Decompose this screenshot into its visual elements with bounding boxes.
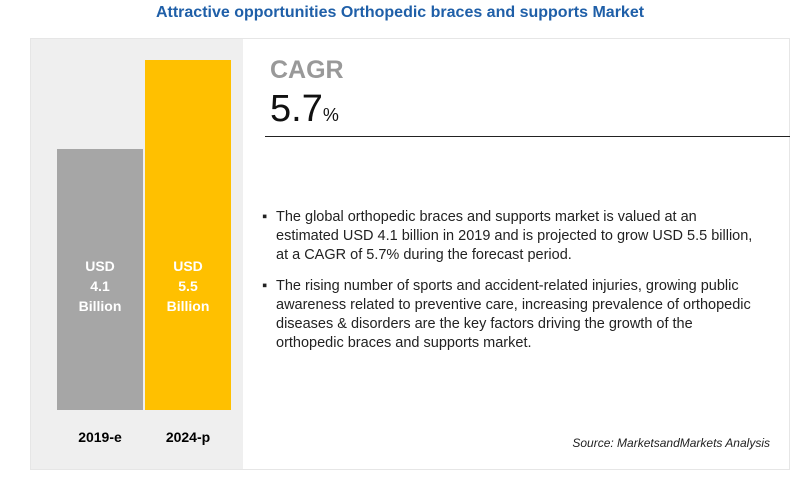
bar bbox=[145, 60, 231, 410]
source: Source: MarketsandMarkets Analysis bbox=[572, 436, 770, 450]
bullet: The global orthopedic braces and support… bbox=[262, 208, 762, 265]
cagr-label: CAGR bbox=[270, 56, 344, 84]
chart-title: Attractive opportunities Orthopedic brac… bbox=[155, 4, 645, 21]
bar bbox=[57, 149, 143, 410]
bullet-list: The global orthopedic braces and support… bbox=[262, 208, 762, 365]
cagr-unit: % bbox=[322, 105, 339, 125]
value-label: USD 5.5 Billion bbox=[166, 258, 210, 314]
divider bbox=[265, 136, 790, 137]
cagr-value: 5.7% bbox=[270, 88, 339, 131]
value-label: USD 4.1 Billion bbox=[78, 258, 122, 314]
bullet: The rising number of sports and accident… bbox=[262, 277, 762, 353]
cagr-number: 5.7 bbox=[270, 88, 323, 130]
x-tick-label: 2019-e bbox=[78, 429, 122, 445]
x-tick-label: 2024-p bbox=[165, 429, 211, 445]
